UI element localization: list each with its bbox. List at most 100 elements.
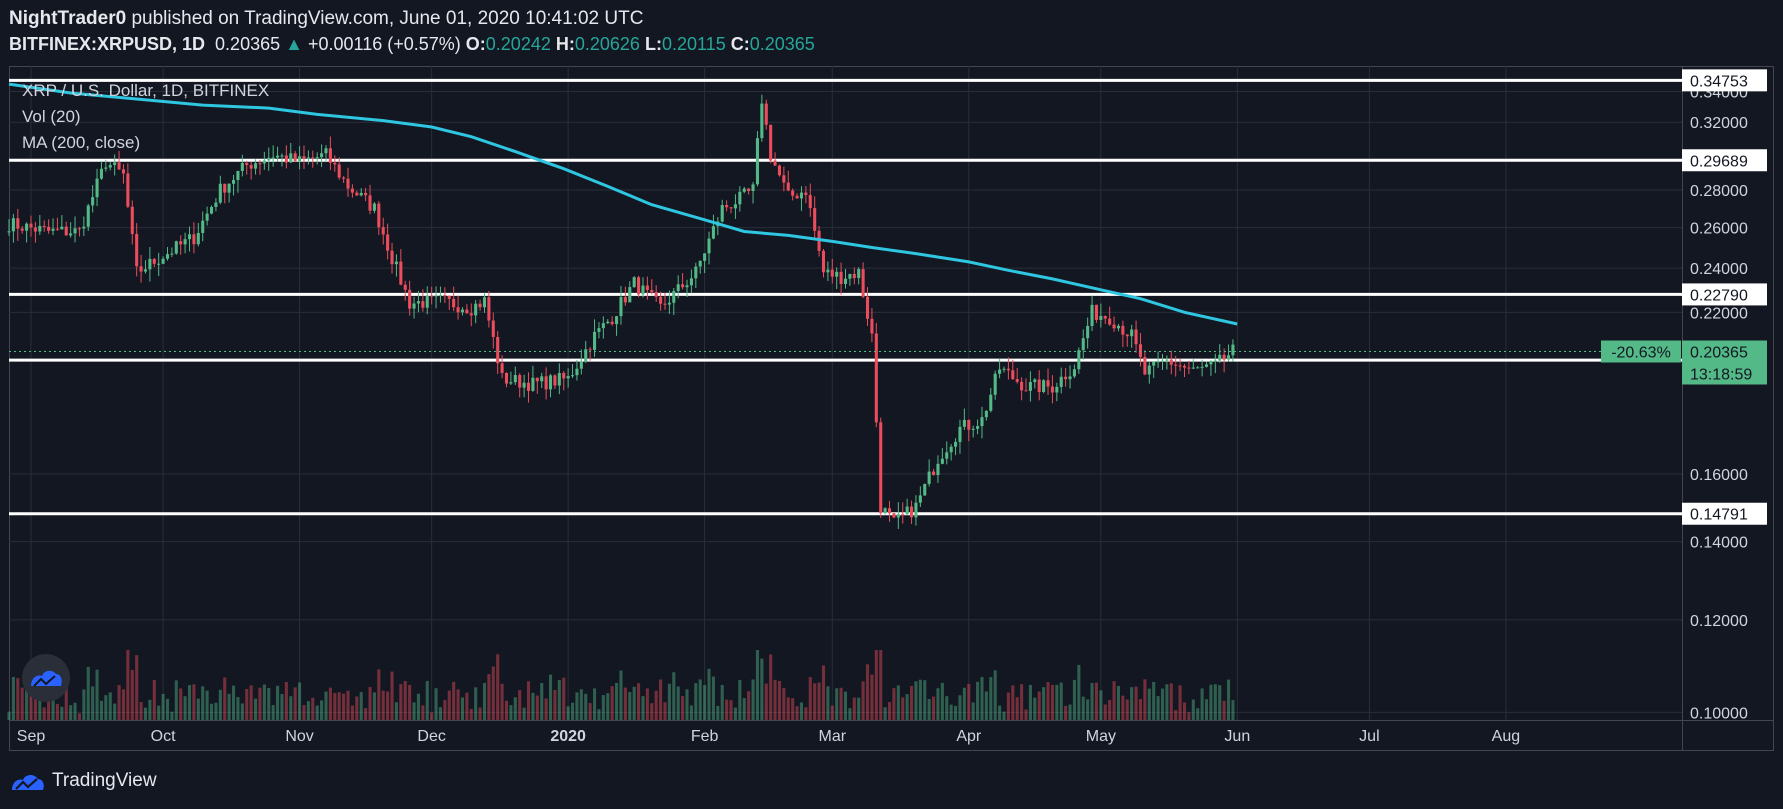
candle-body xyxy=(879,422,883,514)
volume-bar xyxy=(482,682,487,720)
time-tick-label: Sep xyxy=(17,728,46,745)
candle-body xyxy=(333,162,337,165)
volume-bar xyxy=(1143,679,1147,720)
tradingview-logo-icon[interactable] xyxy=(10,770,46,792)
candle-body xyxy=(231,179,236,184)
time-axis[interactable]: Sep Oct Nov Dec 2020 Feb Mar Apr May Jun Jul Aug xyxy=(17,728,1520,745)
volume-bar xyxy=(628,692,632,720)
volume-bar xyxy=(1103,704,1107,720)
candle-body xyxy=(240,162,244,171)
candle-body xyxy=(870,318,874,334)
price-tick-label: 0.10000 xyxy=(1690,705,1748,722)
candle-body xyxy=(1024,390,1028,392)
candle-body xyxy=(570,375,575,377)
candle-body xyxy=(1204,364,1209,367)
candle-body xyxy=(733,204,737,209)
candle-body xyxy=(826,269,830,273)
volume-bar xyxy=(531,692,535,720)
legend-title[interactable]: XRP / U.S. Dollar, 1D, BITFINEX xyxy=(22,81,269,100)
volume-bar xyxy=(826,686,830,720)
volume-bar xyxy=(513,697,517,720)
symbol-label[interactable]: BITFINEX:XRPUSD, 1D xyxy=(9,34,206,54)
candle-body xyxy=(342,177,346,179)
brand-name[interactable]: TradingView xyxy=(52,770,157,791)
candle-body xyxy=(60,226,64,230)
open-label: O: xyxy=(465,34,486,54)
candle-body xyxy=(227,183,231,193)
candle-body xyxy=(936,463,940,476)
candle-body xyxy=(1055,386,1059,393)
level-tag-label: 0.14791 xyxy=(1690,507,1748,524)
volume-bar xyxy=(1169,683,1173,720)
volume-bar xyxy=(192,684,196,720)
candle-body xyxy=(157,263,161,265)
candle-body xyxy=(223,183,227,193)
volume-bar xyxy=(909,685,914,720)
candle-body xyxy=(170,253,174,255)
volume-bar xyxy=(289,696,293,720)
volume-bar xyxy=(227,693,231,720)
candle-body xyxy=(38,225,42,232)
volume-bar xyxy=(487,674,491,720)
candle-body xyxy=(372,203,376,211)
candles[interactable] xyxy=(7,94,1235,529)
candle-body xyxy=(205,213,209,221)
volume-bar xyxy=(337,692,341,720)
candle-body xyxy=(509,382,513,384)
volume-bar xyxy=(1178,685,1182,720)
volume-bar xyxy=(940,682,944,720)
candle-body xyxy=(861,269,865,297)
last-price-tag xyxy=(1682,340,1767,385)
volume-bar xyxy=(267,688,271,720)
volume-bar xyxy=(333,693,337,720)
volume-bar xyxy=(725,699,729,720)
candle-body xyxy=(698,260,702,267)
candle-body xyxy=(513,375,517,383)
candle-body xyxy=(1152,361,1156,366)
legend-vol[interactable]: Vol (20) xyxy=(22,107,81,126)
candle-body xyxy=(135,233,139,267)
price-tick-label: 0.22000 xyxy=(1690,305,1748,322)
time-tick-label: May xyxy=(1086,728,1116,745)
candle-body xyxy=(984,410,988,418)
candle-body xyxy=(518,375,522,388)
candle-body xyxy=(460,309,465,313)
volume-bar xyxy=(504,700,509,720)
candle-body xyxy=(1143,356,1147,375)
volume-bar xyxy=(368,687,372,720)
volume-bar xyxy=(892,688,896,720)
candle-body xyxy=(1160,360,1165,362)
candle-body xyxy=(945,452,949,459)
volume-bar xyxy=(1165,684,1169,720)
volume-bar xyxy=(183,696,187,720)
candle-body xyxy=(1116,325,1121,329)
volume-bar xyxy=(157,705,161,720)
volume-bar xyxy=(280,694,284,720)
ma200-line[interactable] xyxy=(8,82,1238,326)
candle-body xyxy=(267,157,271,161)
candle-body xyxy=(954,441,958,447)
candle-body xyxy=(531,377,535,391)
volume-bar xyxy=(733,707,737,720)
author-name[interactable]: NightTrader0 xyxy=(9,8,127,29)
volume-bar xyxy=(654,690,658,720)
price-axis[interactable]: 0.100000.120000.140000.160000.200200.220… xyxy=(1690,84,1748,722)
volume-bar xyxy=(843,691,848,720)
candle-body xyxy=(672,291,676,303)
candle-body xyxy=(628,287,632,303)
candle-body xyxy=(1072,369,1076,377)
candle-body xyxy=(16,218,20,229)
legend-ma[interactable]: MA (200, close) xyxy=(22,133,140,152)
support-resistance-levels[interactable] xyxy=(9,78,1682,516)
volume-bar xyxy=(747,691,751,720)
time-tick-label: Apr xyxy=(956,728,982,745)
volume-bar xyxy=(962,687,966,720)
candle-body xyxy=(183,239,187,245)
candle-body xyxy=(51,228,55,231)
volume-bar xyxy=(1160,688,1165,720)
candle-body xyxy=(1174,364,1178,366)
volume-bar xyxy=(139,702,143,720)
close-label: C: xyxy=(730,34,750,54)
volume-bar xyxy=(1090,683,1094,720)
